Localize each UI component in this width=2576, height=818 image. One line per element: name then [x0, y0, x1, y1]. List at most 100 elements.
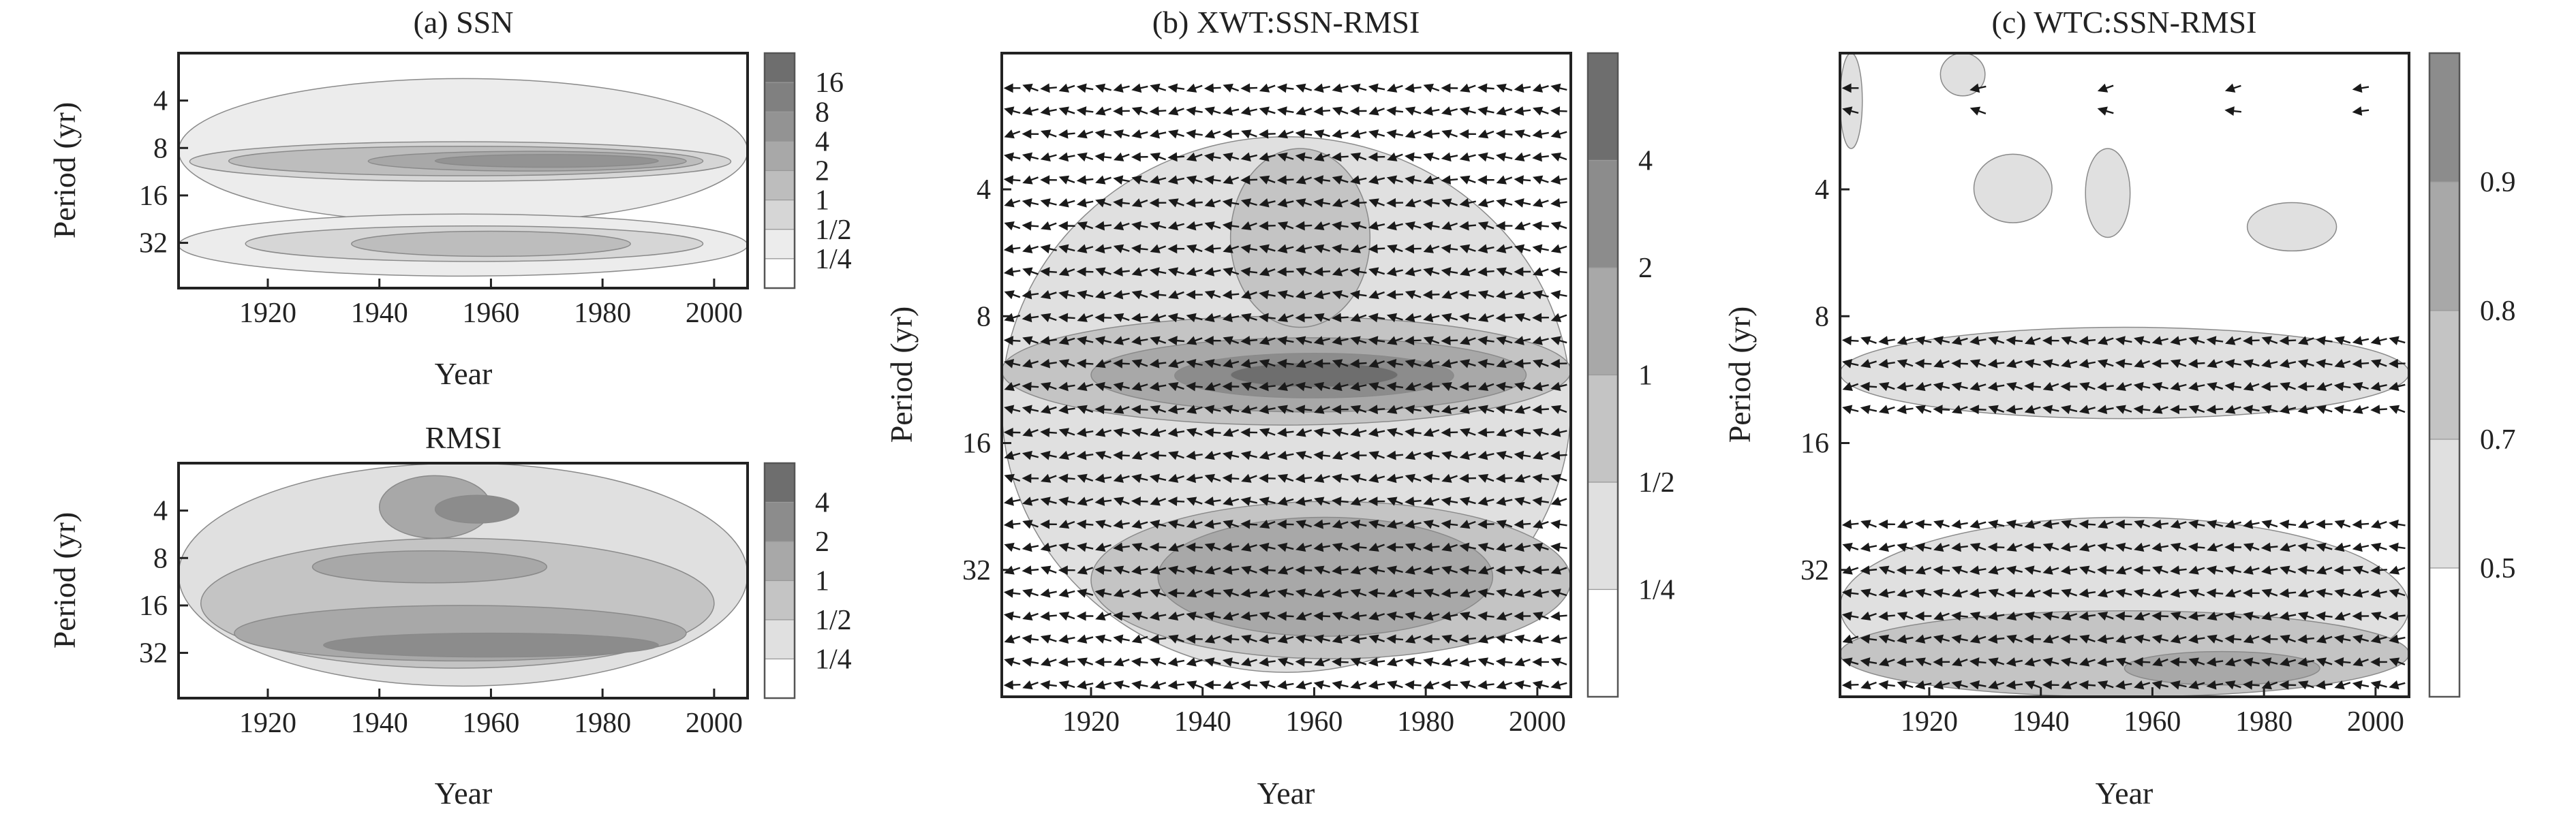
phase-arrow — [1204, 129, 1221, 139]
phase-arrow — [1550, 542, 1567, 552]
phase-arrow — [1477, 358, 1494, 368]
phase-arrow — [2333, 405, 2351, 415]
phase-arrow — [1441, 611, 1458, 621]
phase-arrow — [1186, 175, 1203, 185]
phase-arrow — [2097, 405, 2114, 414]
phase-arrow — [1167, 129, 1184, 139]
phase-arrow — [1988, 565, 2005, 575]
phase-arrow — [1167, 473, 1184, 483]
phase-arrow — [1131, 106, 1148, 116]
phase-arrow — [1368, 152, 1385, 162]
phase-arrow — [1422, 473, 1440, 484]
phase-arrow — [1131, 680, 1148, 690]
phase-arrow — [2280, 565, 2297, 575]
phase-arrow — [1003, 588, 1021, 598]
phase-arrow — [2297, 565, 2314, 576]
phase-arrow — [1040, 657, 1057, 667]
phase-arrow — [2243, 680, 2260, 690]
phase-arrow — [1441, 565, 1458, 575]
phase-arrow — [2188, 381, 2205, 392]
phase-arrow — [1495, 381, 1513, 392]
phase-arrow — [1094, 152, 1112, 162]
phase-arrow — [1077, 221, 1094, 231]
phase-arrow — [1259, 473, 1276, 484]
phase-arrow — [2261, 520, 2278, 529]
phase-arrow — [1150, 313, 1167, 322]
phase-arrow — [1131, 612, 1148, 621]
phase-arrow — [1332, 634, 1349, 644]
phase-arrow — [1040, 497, 1057, 506]
phase-arrow — [1313, 83, 1330, 93]
x-tick-label: 1940 — [351, 708, 408, 739]
phase-arrow — [2170, 657, 2187, 667]
phase-arrow — [1003, 244, 1021, 254]
phase-arrow — [1459, 473, 1476, 484]
contour-region — [1973, 153, 2053, 223]
phase-arrow — [1040, 129, 1057, 139]
phase-arrow — [2352, 83, 2370, 93]
phase-arrow — [1003, 336, 1021, 346]
panel-xwt-contours — [1002, 53, 1571, 697]
phase-arrow — [1332, 83, 1349, 93]
phase-arrow — [1186, 106, 1203, 116]
phase-arrow — [1459, 267, 1476, 277]
phase-arrow — [2370, 520, 2387, 529]
phase-arrow — [2115, 634, 2132, 644]
phase-arrow — [1860, 520, 1877, 529]
phase-arrow — [1495, 565, 1513, 576]
phase-arrow — [2006, 680, 2023, 690]
phase-arrow — [1167, 336, 1185, 346]
phase-arrow — [1441, 473, 1458, 483]
colorbar-label: 1/4 — [1638, 575, 1675, 606]
colorbar-swatch — [764, 501, 795, 542]
phase-arrow — [1441, 358, 1458, 368]
phase-arrow — [1477, 106, 1494, 116]
phase-arrow — [1422, 634, 1440, 644]
phase-arrow — [2207, 542, 2223, 552]
colorbar-label: 1/2 — [815, 215, 852, 246]
phase-arrow — [2352, 542, 2370, 552]
phase-arrow — [2389, 588, 2406, 598]
phase-arrow — [1276, 175, 1294, 185]
phase-arrow — [1368, 428, 1385, 437]
phase-arrow — [2243, 611, 2260, 621]
phase-arrow — [1532, 428, 1549, 437]
phase-arrow — [1897, 634, 1914, 644]
phase-arrow — [1186, 405, 1203, 414]
phase-arrow — [2151, 588, 2168, 598]
phase-arrow — [2060, 634, 2078, 644]
phase-arrow — [1040, 358, 1057, 368]
phase-arrow — [1514, 428, 1531, 437]
phase-arrow — [2297, 542, 2314, 552]
colorbar-swatch — [2429, 310, 2460, 440]
phase-arrow — [1149, 611, 1167, 621]
contour-region — [1840, 53, 1863, 149]
phase-arrow — [1259, 612, 1276, 621]
phase-arrow — [1058, 175, 1075, 185]
phase-arrow — [1277, 405, 1294, 414]
phase-arrow — [2280, 657, 2297, 667]
phase-arrow — [1203, 83, 1221, 93]
phase-arrow — [1077, 588, 1094, 598]
phase-arrow — [2333, 381, 2351, 392]
colorbar-swatch — [764, 140, 795, 172]
phase-arrow — [1459, 634, 1476, 644]
phase-arrow — [2006, 359, 2023, 368]
phase-arrow — [1332, 542, 1349, 552]
phase-arrow — [1076, 358, 1094, 368]
phase-arrow — [2370, 336, 2387, 345]
phase-arrow — [1058, 221, 1075, 231]
phase-arrow — [1441, 497, 1458, 506]
phase-arrow — [1842, 405, 1859, 414]
phase-arrow — [2006, 405, 2023, 415]
phase-arrow — [2370, 405, 2387, 415]
phase-arrow — [1003, 680, 1021, 690]
phase-arrow — [1277, 129, 1294, 139]
phase-arrow — [1495, 657, 1513, 667]
phase-arrow — [1277, 634, 1294, 644]
phase-arrow — [1241, 129, 1257, 139]
phase-arrow — [1113, 634, 1130, 644]
phase-arrow — [2389, 381, 2406, 392]
phase-arrow — [1113, 542, 1130, 552]
x-tick-label: 1980 — [1397, 706, 1454, 738]
